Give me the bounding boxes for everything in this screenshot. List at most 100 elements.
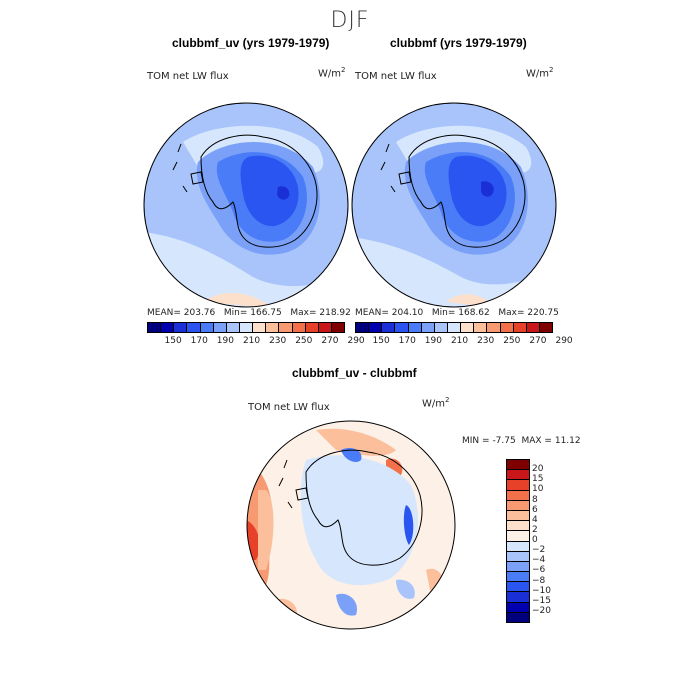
map-boundary	[246, 420, 456, 630]
colorbar-tick-label: −2	[532, 545, 546, 556]
diff-minmax: MIN = -7.75 MAX = 11.12	[462, 436, 581, 446]
colorbar-swatch	[305, 323, 319, 332]
diff-units: W/m2	[422, 396, 450, 410]
cool-continent	[300, 455, 419, 586]
deep-blue-region	[240, 155, 299, 227]
map-boundary	[143, 102, 349, 308]
panel-1-colorbar	[147, 322, 345, 333]
colorbar-swatch	[213, 323, 227, 332]
colorbar-swatch	[507, 510, 529, 522]
colorbar-tick-label: 8	[532, 494, 538, 505]
antarctica-coastline	[408, 134, 526, 248]
diff-colorbar-labels: 20 15 10 8 6 4 2 0 −2 −4 −6 −8 −10 −15 −20	[532, 459, 572, 621]
colorbar-tick-label: 6	[532, 504, 538, 515]
colorbar-swatch	[447, 323, 462, 332]
map-boundary	[351, 102, 557, 308]
colorbar-swatch	[148, 323, 162, 332]
colorbar-tick-label: 2	[532, 524, 538, 535]
colorbar-swatch	[507, 561, 529, 573]
colorbar-swatch	[513, 323, 527, 332]
colorbar-swatch	[507, 602, 529, 613]
panel-2-title: clubbmf (yrs 1979-1979)	[390, 36, 527, 50]
colorbar-tick-label: 15	[532, 474, 544, 485]
diff-title: clubbmf_uv - clubbmf	[292, 366, 417, 380]
colorbar-swatch	[161, 323, 175, 332]
peninsula-outline	[295, 487, 309, 501]
panel-2-map	[351, 102, 557, 308]
core-region	[481, 181, 494, 197]
colorbar-tick-label: 270	[529, 336, 547, 346]
colorbar-tick-label: −15	[532, 595, 551, 606]
warm-patch	[203, 293, 273, 307]
light-blue-band	[352, 237, 556, 307]
colorbar-swatch	[174, 323, 188, 332]
panel-2-units: W/m2	[526, 66, 554, 80]
cool-patch-s	[336, 593, 357, 616]
colorbar-swatch	[421, 323, 435, 332]
colorbar-tick-label: 10	[532, 484, 544, 495]
panel-1-units: W/m2	[318, 66, 346, 80]
colorbar-swatch	[382, 323, 396, 332]
colorbar-tick-label: 20	[532, 464, 544, 475]
colorbar-tick-label: 270	[321, 336, 339, 346]
colorbar-swatch	[356, 323, 370, 332]
colorbar-swatch	[500, 323, 514, 332]
colorbar-tick-label: 170	[398, 336, 416, 346]
colorbar-swatch	[507, 500, 529, 511]
colorbar-swatch	[507, 572, 529, 583]
colorbar-swatch	[369, 323, 383, 332]
colorbar-tick-label: 230	[269, 336, 287, 346]
colorbar-tick-label: 210	[242, 336, 261, 346]
warm-north	[316, 428, 396, 456]
island-marks	[278, 459, 293, 509]
antarctica-coastline	[305, 449, 423, 566]
colorbar-swatch	[507, 592, 529, 603]
diff-variable: TOM net LW flux	[248, 402, 330, 413]
colorbar-tick-label: 290	[555, 336, 573, 346]
colorbar-tick-label: −8	[532, 575, 546, 586]
light-blue-band	[144, 232, 348, 307]
colorbar-swatch	[507, 551, 529, 562]
colorbar-tick-label: −10	[532, 585, 551, 596]
panel-2-colorbar-labels: 150 170 190 210 230 250 270 290	[355, 336, 573, 348]
colorbar-swatch	[200, 323, 214, 332]
colorbar-swatch	[507, 460, 529, 471]
colorbar-swatch	[266, 323, 280, 332]
core-region	[277, 186, 290, 200]
colorbar-tick-label: 210	[450, 336, 469, 346]
island-marks	[380, 143, 396, 193]
colorbar-tick-label: 250	[295, 336, 313, 346]
colorbar-tick-label: −6	[532, 565, 546, 576]
colorbar-swatch	[434, 323, 448, 332]
colorbar-swatch	[331, 323, 345, 332]
panel-1-map	[143, 102, 349, 308]
colorbar-tick-label: 150	[372, 336, 390, 346]
colorbar-swatch	[507, 531, 529, 542]
panel-2-stats: MEAN= 204.10 Min= 168.62 Max= 220.75	[355, 308, 559, 318]
warm-band	[258, 490, 274, 570]
diff-colorbar	[506, 459, 530, 623]
cool-patch-n	[341, 448, 362, 462]
colorbar-tick-label: 170	[190, 336, 208, 346]
colorbar-tick-label: 190	[424, 336, 442, 346]
colorbar-tick-label: −4	[532, 555, 546, 566]
colorbar-swatch	[395, 323, 409, 332]
colorbar-swatch	[239, 323, 254, 332]
peninsula-outline	[398, 171, 412, 185]
season-title: DJF	[330, 8, 370, 33]
colorbar-swatch	[292, 323, 306, 332]
colorbar-tick-label: 290	[347, 336, 365, 346]
colorbar-swatch	[507, 470, 529, 481]
antarctica-coastline	[200, 134, 318, 248]
colorbar-swatch	[507, 480, 529, 491]
cool-patch-e	[403, 505, 414, 545]
colorbar-swatch	[461, 323, 475, 332]
panel-1-variable: TOM net LW flux	[147, 71, 229, 82]
colorbar-tick-label: 230	[477, 336, 495, 346]
diff-map	[246, 420, 456, 630]
colorbar-swatch	[507, 521, 529, 532]
panel-2-colorbar	[355, 322, 553, 333]
colorbar-tick-label: 250	[503, 336, 521, 346]
colorbar-tick-label: 190	[216, 336, 234, 346]
panel-1-stats: MEAN= 203.76 Min= 166.75 Max= 218.92	[147, 308, 351, 318]
